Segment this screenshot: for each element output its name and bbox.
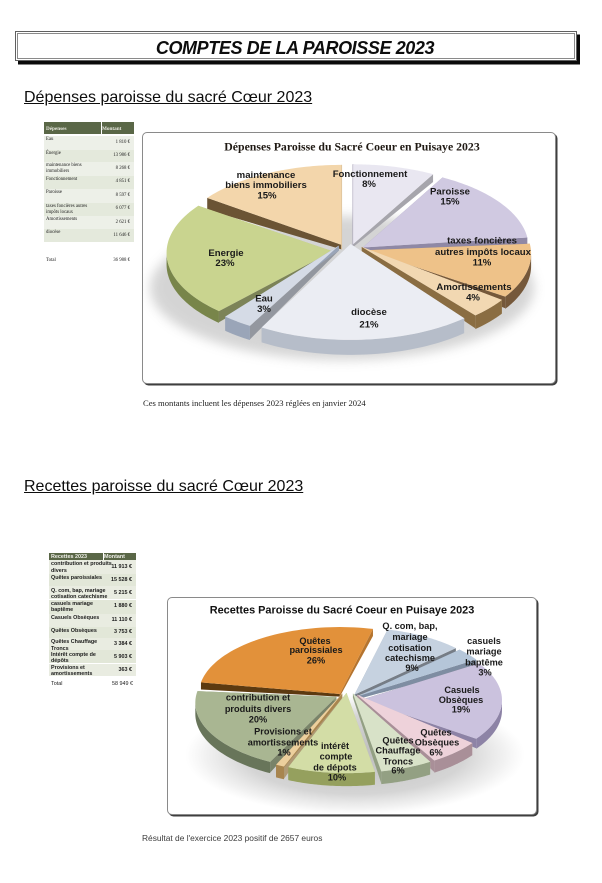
svg-text:Amortissements: Amortissements: [436, 282, 511, 293]
svg-text:21%: 21%: [359, 319, 379, 330]
svg-text:15%: 15%: [440, 196, 460, 207]
svg-text:3%: 3%: [257, 304, 271, 315]
svg-text:Quêtes: Quêtes: [420, 727, 451, 737]
svg-text:23%: 23%: [215, 258, 235, 269]
svg-text:20%: 20%: [249, 714, 267, 724]
svg-text:Quêtes: Quêtes: [299, 636, 330, 646]
svg-text:11%: 11%: [473, 257, 492, 268]
svg-text:19%: 19%: [452, 704, 470, 714]
svg-text:Energie: Energie: [208, 248, 243, 259]
svg-text:15%: 15%: [257, 190, 277, 201]
svg-text:biens immobiliers: biens immobiliers: [225, 180, 307, 191]
svg-text:4%: 4%: [466, 292, 480, 303]
svg-text:6%: 6%: [391, 765, 404, 775]
svg-text:paroissiales: paroissiales: [289, 645, 342, 655]
svg-text:autres impôts locaux: autres impôts locaux: [435, 247, 532, 258]
svg-text:Dépenses Paroisse du Sacré Coe: Dépenses Paroisse du Sacré Coeur en Puis…: [224, 140, 480, 154]
svg-text:catechisme: catechisme: [385, 653, 435, 663]
svg-text:8%: 8%: [362, 179, 376, 190]
svg-text:amortissements: amortissements: [248, 737, 318, 747]
svg-text:cotisation: cotisation: [388, 643, 432, 653]
svg-text:Obsèques: Obsèques: [415, 737, 459, 747]
svg-text:de dépots: de dépots: [313, 762, 356, 772]
svg-text:Q. com, bap,: Q. com, bap,: [382, 621, 437, 631]
svg-text:9%: 9%: [405, 663, 418, 673]
svg-text:baptême: baptême: [465, 657, 503, 667]
svg-text:Casuels: Casuels: [444, 685, 479, 695]
svg-text:Eau: Eau: [255, 293, 273, 304]
svg-text:3%: 3%: [478, 667, 491, 677]
svg-text:Chauffage: Chauffage: [376, 745, 421, 755]
svg-text:6%: 6%: [429, 747, 442, 757]
svg-text:Troncs: Troncs: [383, 756, 413, 766]
svg-text:mariage: mariage: [392, 632, 427, 642]
svg-text:10%: 10%: [328, 772, 346, 782]
svg-text:Fonctionnement: Fonctionnement: [333, 169, 408, 180]
svg-text:Quêtes: Quêtes: [382, 735, 413, 745]
svg-text:maintenance: maintenance: [237, 170, 296, 181]
svg-text:1%: 1%: [277, 748, 290, 758]
svg-text:mariage: mariage: [466, 646, 501, 656]
svg-text:diocèse: diocèse: [351, 307, 387, 318]
svg-text:taxes foncières: taxes foncières: [447, 235, 517, 246]
svg-text:casuels: casuels: [467, 636, 501, 646]
svg-text:Recettes Paroisse du Sacré Coe: Recettes Paroisse du Sacré Coeur en Puis…: [210, 605, 475, 617]
svg-text:compte: compte: [320, 751, 353, 761]
svg-text:produits divers: produits divers: [225, 704, 291, 714]
svg-text:Provisions et: Provisions et: [254, 727, 312, 737]
svg-text:Obsèques: Obsèques: [439, 695, 483, 705]
svg-text:contribution et: contribution et: [226, 693, 290, 703]
svg-text:Paroisse: Paroisse: [430, 186, 470, 197]
svg-text:26%: 26%: [307, 655, 325, 665]
svg-text:intérêt: intérêt: [321, 741, 349, 751]
